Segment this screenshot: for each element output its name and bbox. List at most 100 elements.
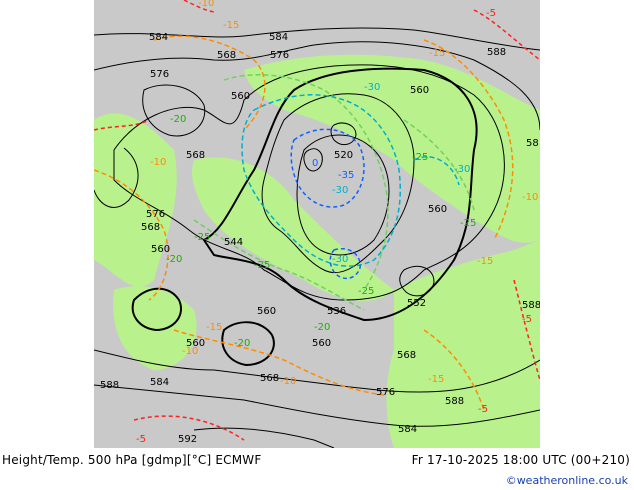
land-southwest xyxy=(113,286,197,370)
height-label: 560 xyxy=(257,306,276,317)
temp-label-blue: 0 xyxy=(312,158,318,169)
map-panel: 584 584 568 576 576 560 560 588 58 568 5… xyxy=(94,0,540,448)
temp-label-red: -5 xyxy=(478,404,488,415)
height-label: 568 xyxy=(186,150,205,161)
temp-contours-orange xyxy=(94,35,514,411)
temp-label-green: -25 xyxy=(412,152,428,163)
height-contour xyxy=(261,93,415,274)
height-contour xyxy=(94,384,540,427)
temp-label-orange: -10 xyxy=(198,0,214,9)
height-label: 576 xyxy=(376,387,395,398)
temp-label-cyan: -30 xyxy=(332,254,348,265)
temp-label-orange: -15 xyxy=(206,322,222,333)
land-east xyxy=(386,240,540,448)
height-label-group: 584 584 568 576 576 560 560 588 58 568 5… xyxy=(100,32,540,445)
temp-contour-blue xyxy=(290,128,365,208)
temp-contours-cyan xyxy=(241,94,460,267)
height-label: 560 xyxy=(410,85,429,96)
temp-label-cyan: -30 xyxy=(454,164,470,175)
height-label: 588 xyxy=(522,300,540,311)
height-label: 520 xyxy=(334,150,353,161)
temp-label-red: -5 xyxy=(522,314,532,325)
temp-label-green: -25 xyxy=(460,218,476,229)
height-contour xyxy=(94,27,540,51)
land-layer xyxy=(94,54,540,448)
height-label: 568 xyxy=(141,222,160,233)
height-contour xyxy=(193,427,335,448)
temp-contour-orange xyxy=(94,169,169,301)
footer-bar: Height/Temp. 500 hPa [gdmp][°C] ECMWF Fr… xyxy=(0,453,634,469)
forecast-datetime: Fr 17-10-2025 18:00 UTC (00+210) xyxy=(411,453,630,467)
height-label: 560 xyxy=(151,244,170,255)
height-label: 592 xyxy=(178,434,197,445)
height-contour xyxy=(202,67,478,322)
temp-label-green: -20 xyxy=(166,254,182,265)
height-contour xyxy=(303,148,323,172)
height-label: 568 xyxy=(217,50,236,61)
height-contour xyxy=(142,84,206,137)
height-label: 552 xyxy=(407,298,426,309)
height-label: 588 xyxy=(487,47,506,58)
weather-map: 584 584 568 576 576 560 560 588 58 568 5… xyxy=(94,0,540,448)
height-contour xyxy=(131,287,182,332)
temp-label-green: -25 xyxy=(358,286,374,297)
land-west xyxy=(94,113,177,287)
temp-contours-blue xyxy=(290,128,365,280)
height-contours xyxy=(94,27,540,448)
height-contour xyxy=(94,147,139,208)
height-contour xyxy=(113,64,505,301)
temp-label-green: -20 xyxy=(314,322,330,333)
temp-label-orange: -10 xyxy=(182,346,198,357)
temp-contour-red xyxy=(513,279,540,381)
height-label: 584 xyxy=(150,377,169,388)
site-credit[interactable]: ©weatheronline.co.uk xyxy=(505,474,628,487)
height-label: 588 xyxy=(445,396,464,407)
temp-label-green: -25 xyxy=(194,232,210,243)
height-label: 584 xyxy=(398,424,417,435)
temp-label-orange: -15 xyxy=(429,48,445,59)
temp-contour-cyan xyxy=(241,94,402,267)
height-label: 576 xyxy=(146,209,165,220)
temp-contour-orange xyxy=(153,35,266,131)
height-contour xyxy=(94,41,540,131)
height-label: 560 xyxy=(312,338,331,349)
temp-contour-red xyxy=(94,119,150,131)
height-label: 584 xyxy=(149,32,168,43)
temp-contour-orange xyxy=(423,329,485,411)
temp-label-orange: -10 xyxy=(280,376,296,387)
height-label: 58 xyxy=(526,138,539,149)
temp-contour-orange xyxy=(423,39,514,241)
height-label: 568 xyxy=(260,373,279,384)
temp-label-orange: -15 xyxy=(428,374,444,385)
height-contour xyxy=(94,349,540,393)
temp-contour-green xyxy=(403,119,475,211)
temp-label-green: -25 xyxy=(254,260,270,271)
temp-label-green: -20 xyxy=(170,114,186,125)
temp-contour-red xyxy=(183,0,215,13)
height-label: 560 xyxy=(231,91,250,102)
height-label: 584 xyxy=(269,32,288,43)
temp-contour-red xyxy=(133,415,245,441)
temp-contour-red xyxy=(473,9,540,61)
temp-label-orange: -15 xyxy=(477,256,493,267)
temp-label-red: -5 xyxy=(136,434,146,445)
temp-label-red: -5 xyxy=(486,8,496,19)
temp-label-green: -20 xyxy=(234,338,250,349)
height-contour xyxy=(330,122,357,146)
temp-contours-green xyxy=(193,74,475,311)
temp-label-group: -10 -15 -15 -10 -15 -15 -10 -15 -10 -10 … xyxy=(136,0,538,445)
temp-label-orange: -15 xyxy=(223,20,239,31)
temp-label-orange: -10 xyxy=(150,157,166,168)
height-label: 536 xyxy=(327,306,346,317)
temp-label-blue: -35 xyxy=(338,170,354,181)
temp-contour-orange xyxy=(173,329,385,396)
temp-label-orange: -10 xyxy=(522,192,538,203)
height-contour xyxy=(399,266,435,297)
temp-contours-red xyxy=(94,0,540,441)
height-label: 560 xyxy=(186,338,205,349)
height-label: 560 xyxy=(428,204,447,215)
temp-label-cyan: -30 xyxy=(332,185,348,196)
land-north-center xyxy=(244,54,540,243)
map-title: Height/Temp. 500 hPa [gdmp][°C] ECMWF xyxy=(2,453,262,467)
land-center xyxy=(192,157,394,301)
